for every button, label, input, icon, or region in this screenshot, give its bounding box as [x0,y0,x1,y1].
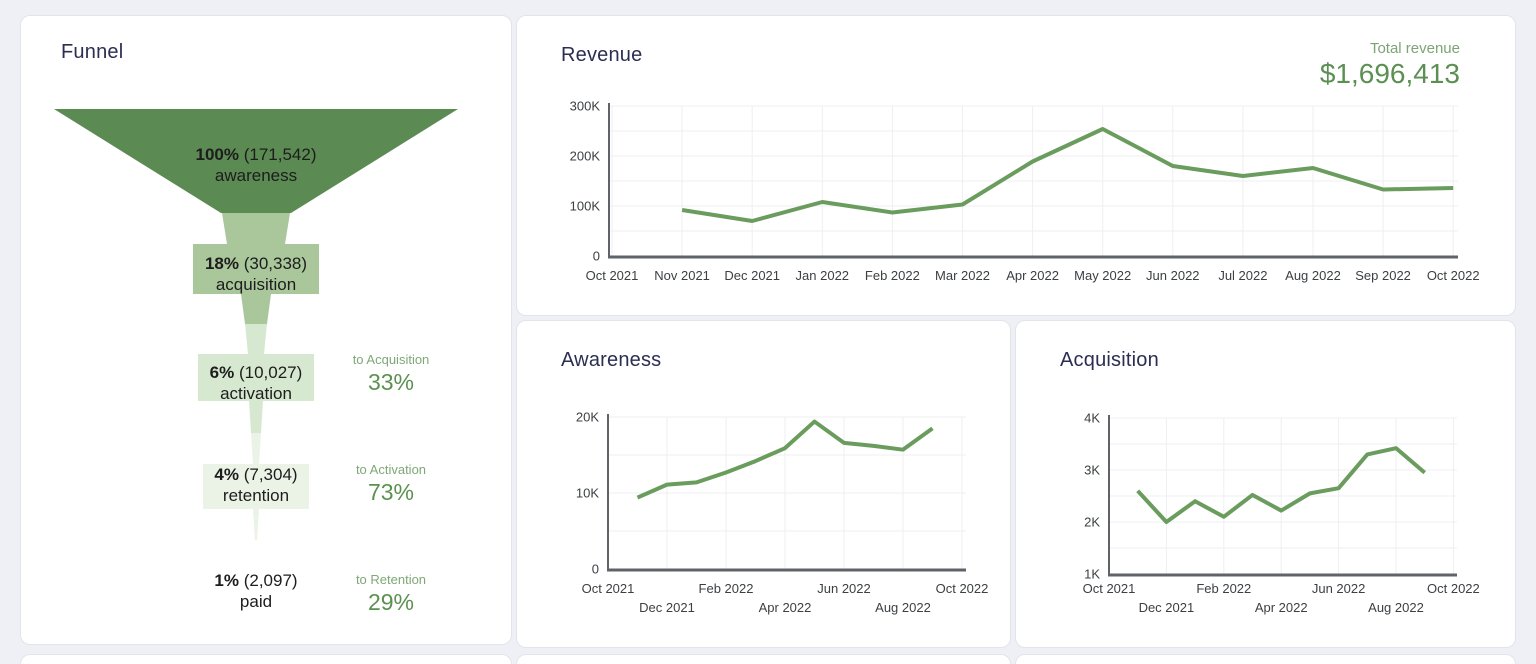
conversion-value: 73% [367,479,415,505]
y-axis-tick-label: 200K [570,149,601,164]
funnel-stage-acquisition-shape[interactable] [193,244,319,294]
x-axis-tick-label: Aug 2022 [1285,268,1341,283]
y-axis-tick-label: 3K [1084,463,1100,478]
conversion-label: to Activation [355,462,427,477]
funnel-stage-activation-tail[interactable] [249,401,263,433]
conversion-value: 29% [367,589,415,615]
conversion-label: to Acquisition [352,352,430,367]
acquisition-card: Acquisition 1K 2K 3K 4K Oct 2021 Dec 2021 Feb … [1015,320,1516,648]
revenue-series-line[interactable] [681,127,1454,223]
revenue-card-title: Revenue [561,44,643,66]
stage-pct: 100% [195,145,239,164]
x-axis-tick-label: Jun 2022 [1312,581,1366,596]
funnel-chart[interactable] [21,16,513,644]
funnel-stage-activation-neck[interactable] [245,324,267,354]
x-axis-tick-label: Jul 2022 [1218,268,1267,283]
y-axis-tick-label: 2K [1084,515,1100,530]
x-axis-tick-label: Oct 2021 [1083,581,1136,596]
total-revenue-label: Total revenue [1369,40,1460,57]
x-axis-tick-label: Dec 2021 [724,268,780,283]
x-axis-tick-label: Feb 2022 [699,581,754,596]
awareness-line-chart[interactable]: 0 10K 20K Oct 2021 Dec 2021 Feb 2022 Apr 2022 J… [517,321,1010,647]
funnel-card: Funnel 100% (171,542) awareness 18% (30,… [20,15,512,645]
funnel-label-acquisition: 18% (30,338) acquisition [136,253,376,295]
acquisition-card-title: Acquisition [1060,349,1159,371]
x-axis-tick-label: Aug 2022 [875,600,931,615]
y-axis-tick-label: 20K [576,410,599,425]
revenue-card: Revenue Total revenue $1,696,413 0 100K 20… [516,15,1516,316]
x-axis-tick-label: Feb 2022 [1196,581,1251,596]
funnel-label-activation: 6% (10,027) activation [136,362,376,404]
y-axis-tick-label: 0 [593,249,600,264]
awareness-card: Awareness 0 10K 20K Oct 2021 Dec 2021 Feb 202… [516,320,1011,648]
funnel-stage-activation-shape[interactable] [198,354,314,401]
stage-pct: 1% [214,571,239,590]
next-row-card-partial [516,654,1011,664]
total-revenue-value: $1,696,413 [1319,58,1460,89]
total-revenue: Total revenue $1,696,413 [1320,40,1460,90]
funnel-stage-retention-neck[interactable] [251,433,261,464]
y-axis-tick-label: 0 [592,562,599,577]
stage-name: paid [239,592,273,611]
funnel-label-retention: 4% (7,304) retention [136,464,376,506]
funnel-card-title: Funnel [61,41,124,63]
y-axis-tick-label: 100K [570,199,601,214]
x-axis-tick-label: Aug 2022 [1368,600,1424,615]
y-axis-tick-label: 10K [576,486,599,501]
conversion-value: 33% [367,369,415,395]
funnel-stage-acquisition-neck[interactable] [222,213,290,244]
stage-name: awareness [214,166,298,185]
x-axis-tick-label: Feb 2022 [865,268,920,283]
stage-pct: 4% [214,465,239,484]
stage-count: (171,542) [243,145,317,164]
x-axis-tick-label: Oct 2021 [582,581,635,596]
revenue-line-chart[interactable]: 0 100K 200K 300K Oct 2021 Nov 2021 Dec 2021 Jan… [517,16,1515,315]
awareness-series-line[interactable] [636,419,934,500]
stage-count: (2,097) [243,571,298,590]
stage-pct: 18% [204,254,239,273]
conversion-to-acquisition: to Acquisition 33% [306,352,476,396]
funnel-label-awareness: 100% (171,542) awareness [136,144,376,186]
x-axis-tick-label: Nov 2021 [654,268,710,283]
stage-pct: 6% [209,363,235,382]
stage-count: (30,338) [243,254,308,273]
funnel-stage-retention-shape[interactable] [203,464,309,509]
funnel-stage-awareness-shape[interactable] [54,109,458,213]
x-axis-tick-label: Mar 2022 [935,268,990,283]
funnel-stage-acquisition-tail[interactable] [241,294,271,324]
conversion-label: to Retention [355,572,427,587]
next-row-card-partial [1015,654,1516,664]
stage-count: (7,304) [243,465,298,484]
acquisition-series-line[interactable] [1136,446,1426,524]
funnel-label-paid: 1% (2,097) paid [136,570,376,612]
x-axis-tick-label: Dec 2021 [1139,600,1195,615]
x-axis-tick-label: Oct 2022 [936,581,989,596]
x-axis-tick-label: Apr 2022 [1006,268,1059,283]
x-axis-tick-label: May 2022 [1074,268,1131,283]
stage-name: retention [222,486,290,505]
x-axis-tick-label: Sep 2022 [1355,268,1411,283]
x-axis-tick-label: Jun 2022 [817,581,871,596]
x-axis-tick-label: Oct 2022 [1427,268,1480,283]
y-axis-tick-label: 300K [570,99,601,114]
x-axis-tick-label: Dec 2021 [639,600,695,615]
awareness-card-title: Awareness [561,349,662,371]
x-axis-tick-label: Jan 2022 [796,268,850,283]
conversion-to-retention: to Retention 29% [306,572,476,616]
x-axis-tick-label: Jun 2022 [1146,268,1200,283]
x-axis-tick-label: Oct 2021 [586,268,639,283]
y-axis-tick-label: 1K [1084,567,1100,582]
stage-name: activation [220,384,292,403]
next-row-card-partial [20,654,512,664]
x-axis-tick-label: Oct 2022 [1427,581,1480,596]
x-axis-tick-label: Apr 2022 [1255,600,1308,615]
stage-count: (10,027) [238,363,303,382]
x-axis-tick-label: Apr 2022 [759,600,812,615]
conversion-to-activation: to Activation 73% [306,462,476,506]
funnel-stage-retention-tail[interactable] [253,509,259,540]
y-axis-tick-label: 4K [1084,411,1100,426]
stage-name: acquisition [215,275,297,294]
